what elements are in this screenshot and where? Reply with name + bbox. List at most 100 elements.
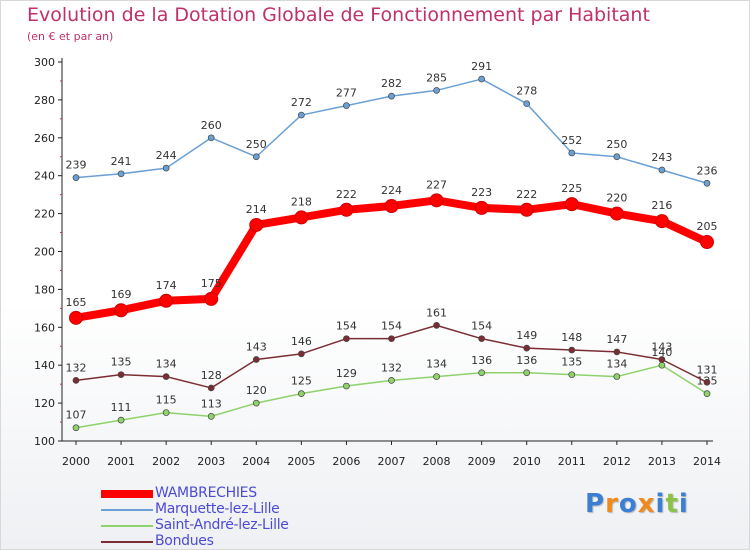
data-label-wambrechies: 205 [697,220,718,233]
legend-swatch [101,541,153,543]
y-tick-label: 300 [34,56,55,69]
logo-letter: x [637,489,656,519]
data-label-bondues: 148 [561,331,582,344]
data-label-marquette-lez-lille: 241 [111,155,132,168]
x-tick-label: 2013 [648,455,676,468]
legend-swatch [101,509,153,511]
data-label-bondues: 132 [66,361,87,374]
data-point-wambrechies [114,303,129,318]
data-point-marquette-lez-lille [658,166,666,174]
proxiti-logo: Proxiti [585,489,689,519]
x-tick-label: 2000 [62,455,90,468]
data-point-saint-andr-lez-lille [72,424,80,432]
x-tick-label: 2010 [513,455,541,468]
data-label-marquette-lez-lille: 260 [201,119,222,132]
data-point-marquette-lez-lille [343,102,350,109]
data-label-bondues: 161 [426,306,447,319]
data-point-marquette-lez-lille [433,87,440,94]
legend-label: Bondues [155,533,214,549]
data-label-saint-andr-lez-lille: 120 [246,384,267,397]
data-label-marquette-lez-lille: 243 [651,151,672,164]
data-label-marquette-lez-lille: 244 [156,149,177,162]
data-point-marquette-lez-lille [388,92,395,100]
data-point-wambrechies [69,310,83,325]
data-label-marquette-lez-lille: 272 [291,96,312,109]
y-tick-label: 100 [34,435,55,448]
legend-label: Marquette-lez-Lille [155,501,280,517]
y-tick-label: 140 [34,359,55,372]
data-point-marquette-lez-lille [703,179,711,187]
logo-letter: i [678,489,689,519]
data-point-bondues [72,377,80,384]
data-label-saint-andr-lez-lille: 134 [606,358,627,371]
x-tick-label: 2007 [378,455,406,468]
logo-letter: t [665,489,679,519]
data-point-saint-andr-lez-lille [523,369,531,377]
data-point-bondues [523,344,531,352]
x-tick-label: 2011 [558,455,586,468]
data-point-bondues [658,356,666,363]
legend-swatch [101,525,153,527]
data-point-marquette-lez-lille [207,134,215,142]
y-tick-label: 220 [34,208,55,221]
data-point-wambrechies [700,235,714,250]
data-label-bondues: 154 [381,320,402,333]
logo-letter: i [655,489,666,519]
data-label-marquette-lez-lille: 282 [381,77,402,90]
data-point-bondues [252,356,260,363]
data-label-saint-andr-lez-lille: 113 [201,397,222,410]
x-tick-label: 2009 [468,455,496,468]
data-label-saint-andr-lez-lille: 136 [471,354,492,367]
x-tick-label: 2008 [423,455,451,468]
data-point-saint-andr-lez-lille [207,413,215,420]
data-label-bondues: 135 [111,356,132,369]
data-point-marquette-lez-lille [523,100,531,108]
data-point-bondues [478,335,485,343]
data-point-bondues [388,335,395,343]
data-point-wambrechies [294,210,309,225]
data-point-bondues [433,322,440,329]
data-point-bondues [613,348,621,356]
data-point-wambrechies [159,293,174,308]
data-point-saint-andr-lez-lille [343,382,350,390]
data-point-marquette-lez-lille [568,149,576,157]
logo-letter: r [605,489,619,519]
data-point-saint-andr-lez-lille [117,416,125,424]
data-label-bondues: 146 [291,335,312,348]
data-point-wambrechies [519,202,534,217]
data-point-saint-andr-lez-lille [478,369,485,377]
data-label-bondues: 143 [246,341,267,354]
data-label-bondues: 131 [697,363,718,376]
x-tick-label: 2002 [152,455,180,468]
data-point-bondues [343,335,350,343]
data-label-marquette-lez-lille: 239 [66,159,87,172]
data-point-wambrechies [429,193,444,208]
y-tick-label: 240 [34,170,55,183]
logo-letter: P [585,489,606,519]
data-label-bondues: 128 [201,369,222,382]
data-point-saint-andr-lez-lille [252,399,260,407]
data-point-saint-andr-lez-lille [162,409,170,416]
x-tick-label: 2014 [693,455,721,468]
logo-letter: o [618,489,638,519]
data-point-wambrechies [204,291,219,306]
data-point-saint-andr-lez-lille [568,371,576,379]
data-label-wambrechies: 218 [291,195,312,208]
data-label-wambrechies: 169 [111,288,132,301]
data-label-saint-andr-lez-lille: 125 [291,375,312,388]
legend-label: WAMBRECHIES [155,485,257,501]
data-point-wambrechies [339,202,354,217]
data-label-wambrechies: 174 [156,279,177,292]
chart-subtitle: (en € et par an) [27,30,114,43]
data-point-saint-andr-lez-lille [433,373,440,380]
x-tick-label: 2005 [287,455,315,468]
legend-swatch [101,490,153,498]
data-point-saint-andr-lez-lille [658,361,666,369]
data-label-marquette-lez-lille: 285 [426,71,447,84]
data-label-bondues: 143 [651,341,672,354]
data-label-wambrechies: 175 [201,277,222,290]
data-label-marquette-lez-lille: 278 [516,85,537,98]
data-point-wambrechies [474,200,489,215]
